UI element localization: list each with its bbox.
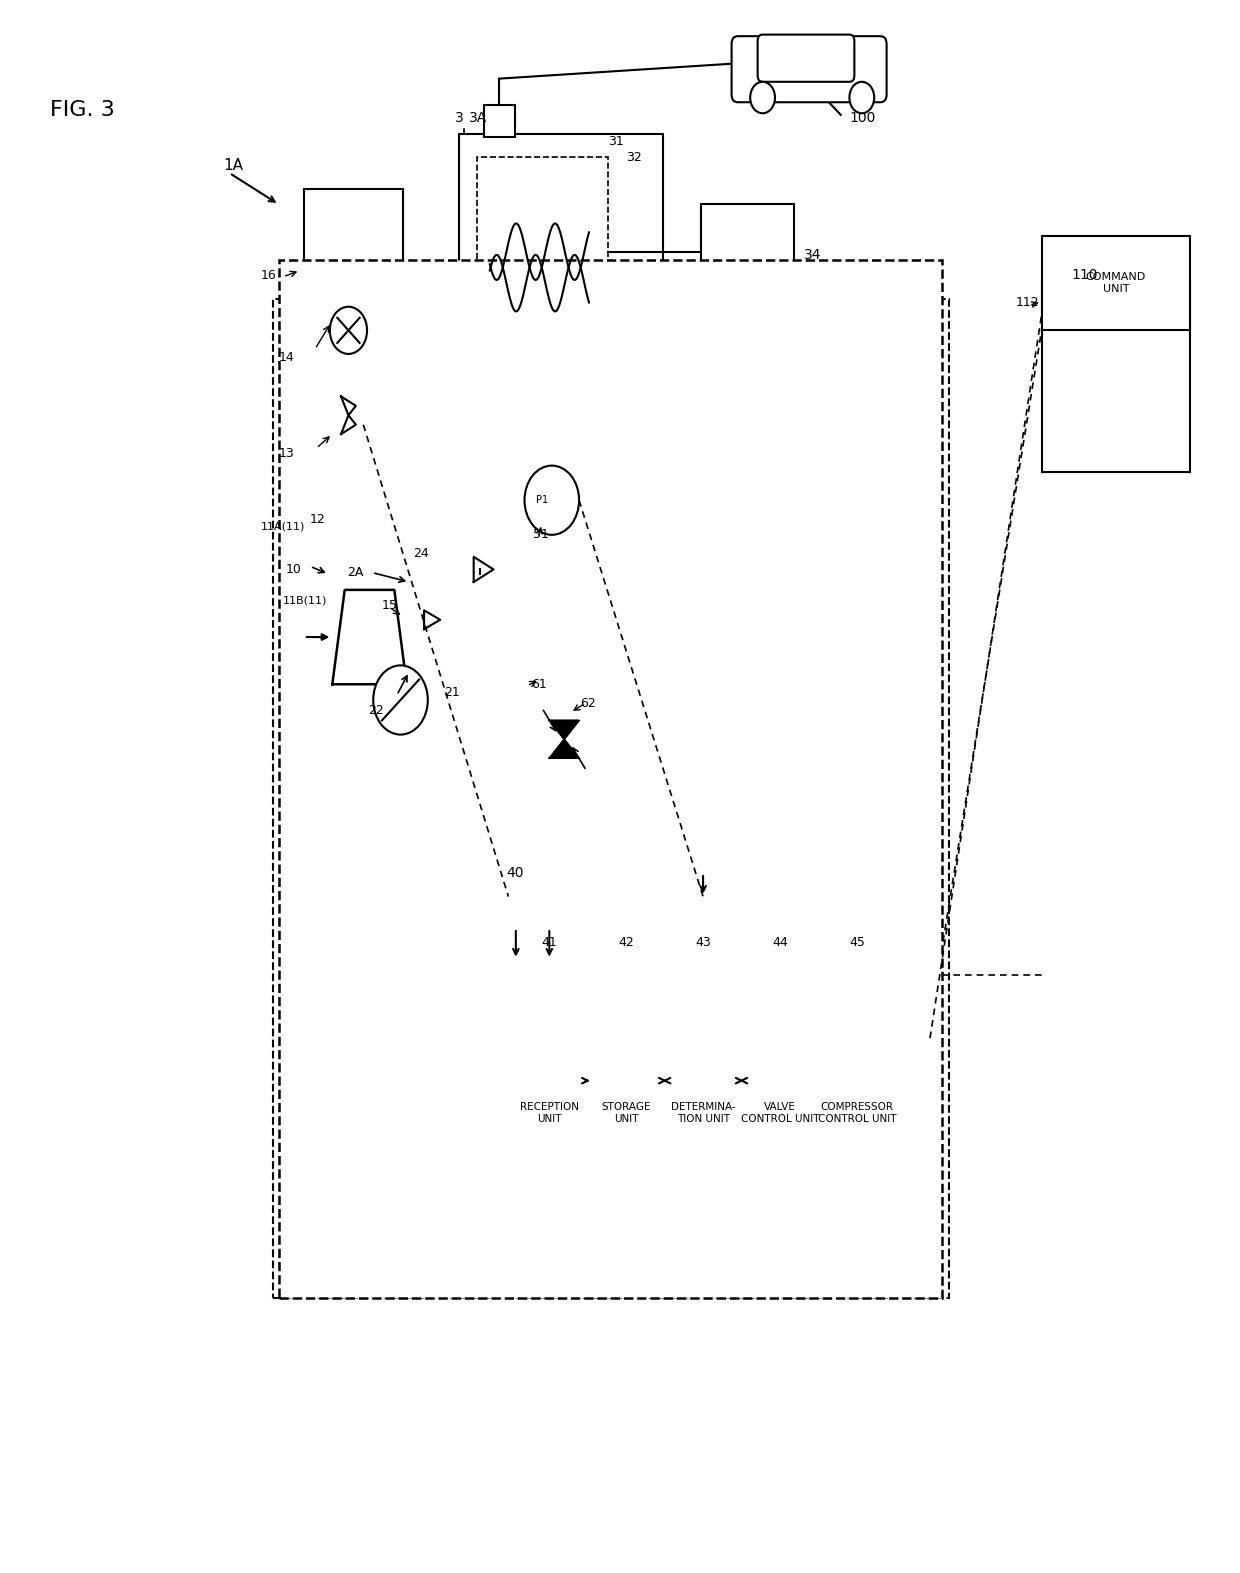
- Polygon shape: [549, 720, 579, 739]
- Text: 11A(11): 11A(11): [260, 522, 305, 532]
- Text: 14: 14: [279, 351, 295, 363]
- Circle shape: [525, 466, 579, 535]
- Text: DETERMINA-
TION UNIT: DETERMINA- TION UNIT: [671, 1103, 735, 1123]
- Text: 112: 112: [1016, 296, 1039, 308]
- Text: 42: 42: [619, 936, 634, 949]
- FancyBboxPatch shape: [304, 189, 403, 283]
- Polygon shape: [549, 739, 579, 758]
- Text: FIG. 3: FIG. 3: [50, 101, 114, 120]
- FancyBboxPatch shape: [546, 566, 583, 700]
- FancyBboxPatch shape: [279, 260, 942, 1298]
- Text: 43: 43: [696, 936, 711, 949]
- Text: 41: 41: [542, 936, 557, 949]
- Text: 13: 13: [279, 447, 295, 459]
- FancyBboxPatch shape: [701, 204, 794, 315]
- Text: 21: 21: [444, 686, 460, 698]
- Text: COMPRESSOR
CONTROL UNIT: COMPRESSOR CONTROL UNIT: [817, 1103, 897, 1123]
- Text: 44: 44: [773, 936, 787, 949]
- Circle shape: [750, 82, 775, 113]
- Text: 11B(11): 11B(11): [283, 596, 327, 606]
- Text: 10: 10: [285, 563, 301, 576]
- FancyBboxPatch shape: [273, 299, 949, 1298]
- FancyBboxPatch shape: [758, 35, 854, 82]
- FancyBboxPatch shape: [459, 134, 663, 362]
- FancyBboxPatch shape: [823, 897, 890, 1266]
- Text: STORAGE
UNIT: STORAGE UNIT: [601, 1103, 651, 1123]
- Circle shape: [330, 307, 367, 354]
- FancyBboxPatch shape: [732, 36, 887, 102]
- Text: 15: 15: [382, 599, 398, 612]
- Text: 3: 3: [455, 112, 464, 124]
- Text: 45: 45: [849, 936, 864, 949]
- Text: 1A: 1A: [223, 157, 243, 173]
- Text: 110: 110: [1071, 269, 1099, 282]
- Text: 100: 100: [849, 112, 875, 124]
- FancyBboxPatch shape: [593, 897, 660, 1266]
- Circle shape: [373, 665, 428, 735]
- Text: 62: 62: [580, 697, 596, 709]
- FancyBboxPatch shape: [477, 157, 608, 338]
- FancyBboxPatch shape: [1042, 236, 1190, 330]
- Text: 61: 61: [531, 678, 547, 691]
- FancyBboxPatch shape: [746, 897, 813, 1266]
- Text: 16: 16: [260, 269, 277, 282]
- FancyBboxPatch shape: [508, 873, 930, 1282]
- Text: 32: 32: [626, 151, 642, 164]
- FancyBboxPatch shape: [516, 897, 583, 1266]
- Text: 22: 22: [368, 705, 384, 717]
- Text: 34: 34: [804, 249, 821, 261]
- FancyBboxPatch shape: [446, 574, 515, 676]
- Text: 51: 51: [533, 529, 549, 541]
- Text: RECEPTION
UNIT: RECEPTION UNIT: [520, 1103, 579, 1123]
- FancyBboxPatch shape: [409, 610, 424, 629]
- Text: VALVE
CONTROL UNIT: VALVE CONTROL UNIT: [740, 1103, 820, 1123]
- FancyBboxPatch shape: [312, 417, 405, 511]
- FancyBboxPatch shape: [341, 415, 356, 434]
- Text: 40: 40: [506, 867, 523, 879]
- Polygon shape: [332, 590, 407, 684]
- FancyBboxPatch shape: [484, 105, 515, 137]
- FancyBboxPatch shape: [1042, 283, 1190, 472]
- Circle shape: [849, 82, 874, 113]
- Text: 24: 24: [413, 547, 429, 560]
- FancyBboxPatch shape: [670, 897, 737, 1266]
- Text: 3A: 3A: [469, 112, 487, 124]
- FancyBboxPatch shape: [440, 557, 463, 582]
- Text: 2A: 2A: [347, 566, 363, 579]
- Text: 31: 31: [608, 135, 624, 148]
- Text: 12: 12: [310, 513, 326, 525]
- Text: COMMAND
UNIT: COMMAND UNIT: [1086, 272, 1146, 294]
- Text: P1: P1: [536, 495, 548, 505]
